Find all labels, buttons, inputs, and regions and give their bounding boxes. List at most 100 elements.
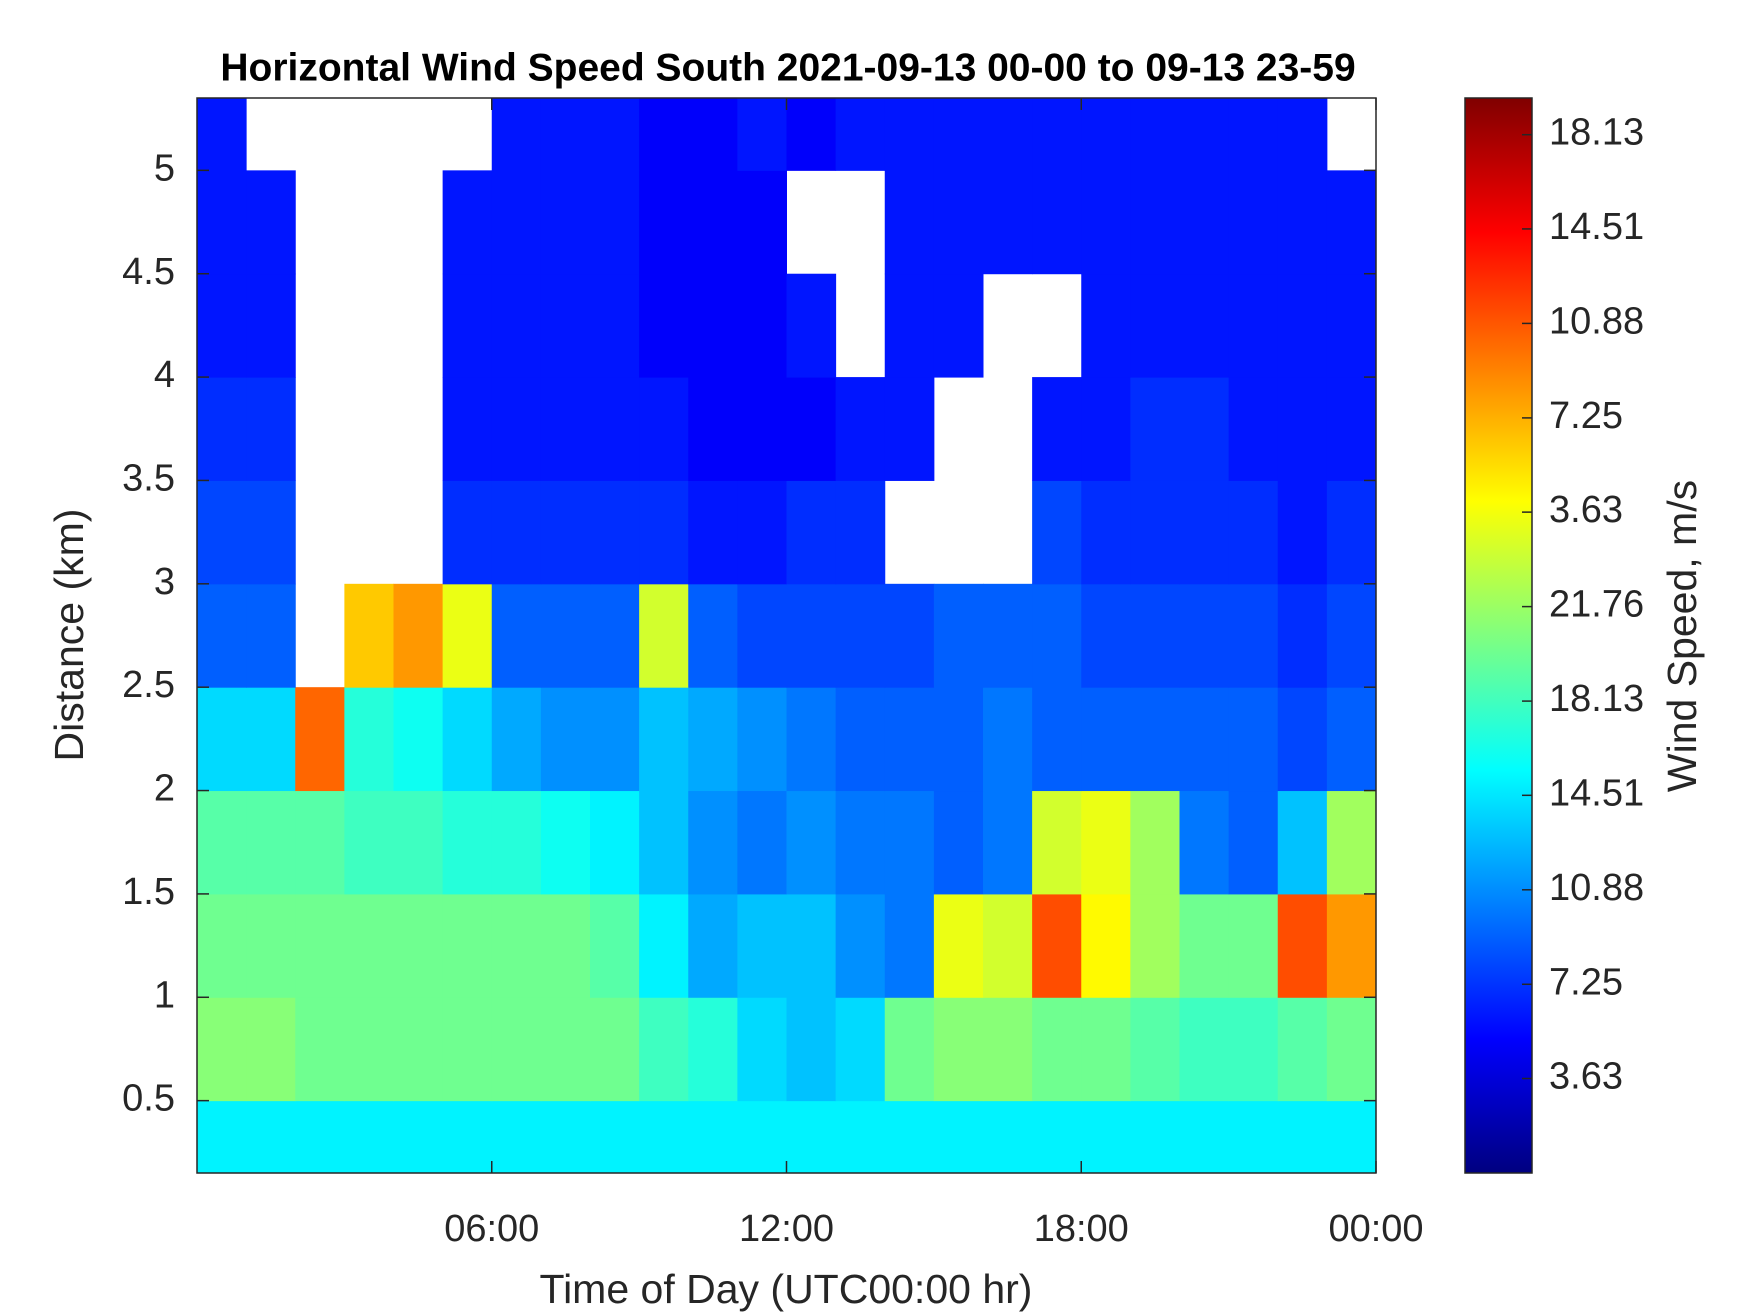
heatmap-cell	[590, 687, 640, 792]
heatmap-cell	[197, 583, 247, 688]
heatmap-cell	[933, 583, 984, 688]
heatmap-cell	[1228, 170, 1279, 275]
heatmap-cell	[1081, 893, 1131, 998]
heatmap-cell	[884, 790, 935, 895]
heatmap-cell	[737, 170, 787, 275]
heatmap-cell	[1179, 377, 1230, 481]
heatmap-cell	[1130, 273, 1180, 378]
heatmap-cell	[491, 583, 542, 688]
heatmap-cell	[1228, 377, 1279, 481]
heatmap-cell	[737, 377, 787, 481]
y-tick-label: 3.5	[122, 457, 175, 499]
heatmap-cell	[1277, 790, 1328, 895]
heatmap-cell	[639, 1100, 689, 1174]
heatmap-cell	[590, 273, 640, 378]
heatmap-cell	[1081, 997, 1131, 1102]
heatmap-cell	[197, 687, 247, 792]
heatmap-cell	[1277, 997, 1328, 1102]
heatmap-cell	[344, 583, 394, 688]
heatmap-cell	[246, 377, 296, 481]
heatmap-cell	[442, 377, 493, 481]
heatmap-cell	[1130, 687, 1180, 792]
heatmap-cell	[1326, 687, 1377, 792]
heatmap-cell	[786, 1100, 837, 1174]
heatmap-cell	[737, 273, 787, 378]
heatmap-cell	[246, 997, 296, 1102]
heatmap-cell	[983, 687, 1033, 792]
heatmap-cell	[639, 480, 689, 585]
heatmap-cell	[786, 480, 837, 585]
heatmap-cell	[197, 790, 247, 895]
y-tick-label: 4	[154, 354, 175, 396]
heatmap-cell	[688, 273, 738, 378]
colorbar-tick-label: 3.63	[1549, 1056, 1623, 1098]
heatmap-cell	[442, 997, 493, 1102]
heatmap-cell	[933, 170, 984, 275]
heatmap-cell	[688, 893, 738, 998]
heatmap-cell	[786, 893, 837, 998]
heatmap-cell	[1228, 687, 1279, 792]
heatmap-cell	[884, 893, 935, 998]
heatmap-cell	[393, 1100, 444, 1174]
heatmap-cell	[983, 997, 1033, 1102]
heatmap-cell	[442, 1100, 493, 1174]
heatmap-cell	[1179, 98, 1230, 171]
heatmap-cell	[590, 377, 640, 481]
heatmap-cell	[884, 273, 935, 378]
x-tick-label: 00:00	[1328, 1208, 1423, 1250]
heatmap-cell	[344, 997, 394, 1102]
heatmap-cell	[1130, 997, 1180, 1102]
heatmap-cell	[344, 687, 394, 792]
heatmap-cell	[688, 1100, 738, 1174]
heatmap-cell	[491, 790, 542, 895]
y-tick-label: 5	[154, 147, 175, 189]
heatmap-cell	[835, 377, 886, 481]
heatmap-cell	[442, 480, 493, 585]
heatmap-cell	[1228, 98, 1279, 171]
heatmap-cell	[786, 273, 837, 378]
heatmap-cell	[442, 273, 493, 378]
heatmap-cell	[1326, 170, 1377, 275]
heatmap-cell	[540, 583, 591, 688]
heatmap-cell	[540, 893, 591, 998]
heatmap-cell	[786, 790, 837, 895]
heatmap-cell	[1228, 583, 1279, 688]
heatmap-cell	[1179, 480, 1230, 585]
heatmap-cell	[688, 583, 738, 688]
heatmap-cell	[737, 480, 787, 585]
chart-title: Horizontal Wind Speed South 2021-09-13 0…	[220, 46, 1355, 89]
colorbar-tick-label: 10.88	[1549, 867, 1644, 909]
colorbar-tick-label: 3.63	[1549, 489, 1623, 531]
heatmap-cell	[933, 687, 984, 792]
heatmap-cell	[1032, 170, 1082, 275]
heatmap-cell	[1130, 480, 1180, 585]
heatmap-cell	[246, 687, 296, 792]
colorbar-tick-label: 21.76	[1549, 584, 1644, 626]
heatmap-cell	[1326, 583, 1377, 688]
heatmap-cell	[933, 98, 984, 171]
heatmap-cell	[1032, 790, 1082, 895]
heatmap-cell	[835, 583, 886, 688]
heatmap-cell	[639, 997, 689, 1102]
heatmap-cell	[540, 790, 591, 895]
heatmap-cell	[1179, 790, 1230, 895]
heatmap-cell	[835, 997, 886, 1102]
heatmap-cell	[491, 273, 542, 378]
heatmap-cell	[197, 273, 247, 378]
heatmap-cell	[688, 377, 738, 481]
heatmap-cell	[1130, 583, 1180, 688]
heatmap-cell	[737, 893, 787, 998]
heatmap-cell	[197, 997, 247, 1102]
heatmap-cell	[1081, 273, 1131, 378]
heatmap-cell	[983, 98, 1033, 171]
heatmap-cell	[1130, 170, 1180, 275]
heatmap-cell	[295, 790, 345, 895]
heatmap-cell	[393, 583, 444, 688]
heatmap-cell	[1228, 1100, 1279, 1174]
heatmap-cell	[590, 997, 640, 1102]
heatmap-cell	[1032, 480, 1082, 585]
heatmap-cell	[639, 893, 689, 998]
heatmap-cell	[737, 687, 787, 792]
heatmap-cell	[1179, 170, 1230, 275]
